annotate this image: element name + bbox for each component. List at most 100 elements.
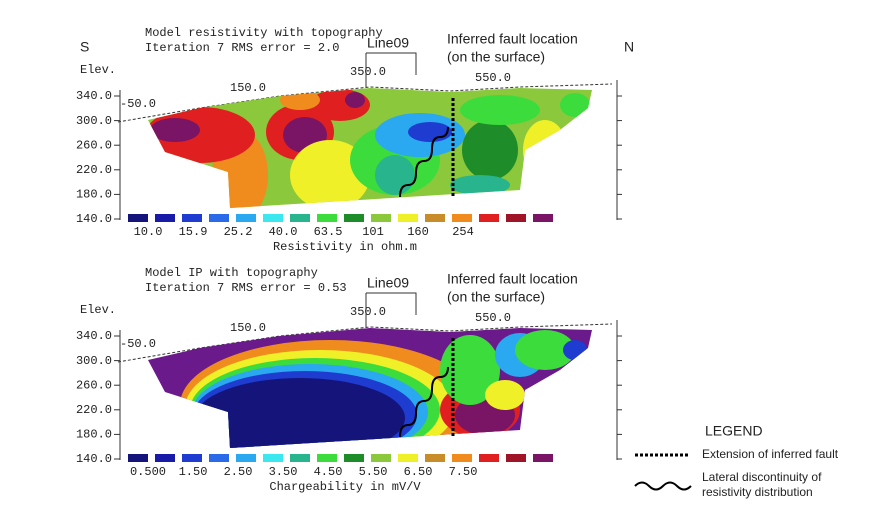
discontinuity	[399, 126, 449, 198]
scale-swatch	[317, 454, 337, 462]
scale-swatch	[290, 214, 310, 222]
section-image	[148, 328, 592, 448]
x-tick-label: 150.0	[230, 321, 266, 335]
x-tick-label: 550.0	[475, 311, 511, 325]
scale-label: 1.50	[179, 465, 208, 479]
scale-swatch	[128, 214, 148, 222]
scale-label: 15.9	[179, 225, 208, 239]
scale-label: 160	[407, 225, 429, 239]
y-tick-label: 300.0	[76, 114, 112, 128]
section-image	[148, 88, 592, 208]
section-zone	[150, 118, 200, 142]
x-tick-label: -50.0	[120, 97, 156, 111]
scale-label: 2.50	[224, 465, 253, 479]
section-zone	[375, 155, 415, 195]
section-zone	[450, 175, 510, 195]
scale-title: Chargeability in mV/V	[269, 480, 421, 494]
scale-swatch	[506, 454, 526, 462]
scale-label: 6.50	[404, 465, 433, 479]
y-tick-label: 260.0	[76, 138, 112, 152]
scale-swatch	[533, 214, 553, 222]
scale-swatch	[398, 214, 418, 222]
scale-swatch	[452, 454, 472, 462]
scale-label: 25.2	[224, 225, 253, 239]
scale-label: 254	[452, 225, 474, 239]
legend-label: resistivity distribution	[702, 485, 813, 499]
scale-label: 5.50	[359, 465, 388, 479]
scale-swatch	[182, 214, 202, 222]
scale-swatch	[344, 454, 364, 462]
legend-label: Lateral discontinuity of	[702, 470, 822, 484]
section-zone	[280, 90, 320, 110]
y-tick-label: 180.0	[76, 188, 112, 202]
scale-label: 10.0	[134, 225, 163, 239]
section-zone	[345, 92, 365, 108]
fault-label: Inferred fault location	[447, 31, 578, 47]
discontinuity	[399, 366, 449, 438]
y-tick-label: 220.0	[76, 163, 112, 177]
scale-swatch	[344, 214, 364, 222]
section-zone	[563, 340, 587, 360]
y-tick-label: 180.0	[76, 428, 112, 442]
scale-label: 101	[362, 225, 384, 239]
section-zone	[560, 93, 590, 117]
section-zone	[440, 335, 500, 405]
scale-label: 40.0	[269, 225, 298, 239]
scale-swatch	[209, 214, 229, 222]
fault-label: (on the surface)	[447, 289, 545, 305]
section-zone	[408, 122, 452, 142]
scale-label: 7.50	[449, 465, 478, 479]
y-tick-label: 300.0	[76, 354, 112, 368]
scale-swatch	[371, 214, 391, 222]
direction-label: N	[624, 39, 634, 55]
y-tick-label: 340.0	[76, 329, 112, 343]
scale-swatch	[263, 214, 283, 222]
scale-swatch	[479, 454, 499, 462]
section-zone	[195, 378, 405, 448]
scale-swatch	[290, 454, 310, 462]
legend-label: Extension of inferred fault	[702, 447, 839, 461]
line-marker	[365, 52, 417, 88]
scale-swatch	[209, 454, 229, 462]
fault-label: Inferred fault location	[447, 271, 578, 287]
elevation-label: Elev.	[80, 63, 116, 77]
scale-swatch	[506, 214, 526, 222]
scale-swatch	[236, 454, 256, 462]
panel-title: Iteration 7 RMS error = 0.53	[145, 281, 347, 295]
scale-label: 4.50	[314, 465, 343, 479]
legend-wavy	[634, 481, 692, 491]
scale-label: 63.5	[314, 225, 343, 239]
section-zone	[515, 330, 575, 370]
scale-swatch	[479, 214, 499, 222]
scale-swatch	[263, 454, 283, 462]
scale-swatch	[155, 454, 175, 462]
scale-swatch	[533, 454, 553, 462]
panel-title: Model IP with topography	[145, 266, 318, 280]
scale-label: 3.50	[269, 465, 298, 479]
scale-label: 0.500	[130, 465, 166, 479]
y-tick-label: 140.0	[76, 452, 112, 466]
x-tick-label: -50.0	[120, 337, 156, 351]
scale-swatch	[425, 454, 445, 462]
section-zone	[462, 120, 518, 180]
scale-swatch	[155, 214, 175, 222]
scale-swatch	[425, 214, 445, 222]
y-tick-label: 220.0	[76, 403, 112, 417]
scale-swatch	[452, 214, 472, 222]
line-label: Line09	[367, 275, 409, 291]
x-tick-label: 150.0	[230, 81, 266, 95]
elevation-label: Elev.	[80, 303, 116, 317]
scale-title: Resistivity in ohm.m	[273, 240, 417, 254]
x-tick-label: 350.0	[350, 305, 386, 319]
section-zone	[523, 120, 567, 180]
x-tick-label: 350.0	[350, 65, 386, 79]
panel-title: Model resistivity with topography	[145, 26, 383, 40]
scale-swatch	[182, 454, 202, 462]
section-zone	[290, 140, 370, 208]
y-tick-label: 260.0	[76, 378, 112, 392]
scale-swatch	[398, 454, 418, 462]
x-tick-label: 550.0	[475, 71, 511, 85]
section-zone	[485, 380, 525, 410]
y-tick-label: 140.0	[76, 212, 112, 226]
